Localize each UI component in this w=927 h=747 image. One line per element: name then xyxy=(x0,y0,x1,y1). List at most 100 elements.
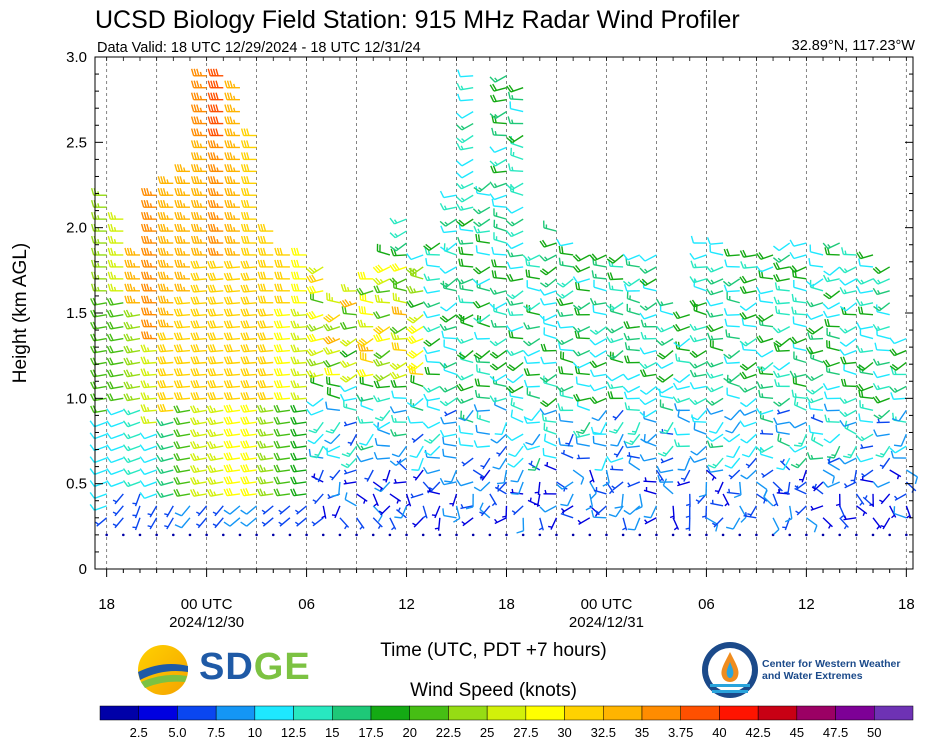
barb-feather xyxy=(673,341,681,348)
barb-half-feather xyxy=(527,305,532,310)
wind-barb xyxy=(525,433,541,446)
calm-dot xyxy=(371,533,375,537)
barb-feather xyxy=(322,324,329,332)
barb-half-feather xyxy=(313,325,317,330)
wind-barb xyxy=(756,407,774,416)
wind-barb xyxy=(745,457,757,469)
barb-feather xyxy=(223,417,228,425)
barb-staff xyxy=(763,496,774,507)
barb-feather xyxy=(889,386,896,393)
wind-barb xyxy=(872,287,890,296)
barb-feather xyxy=(224,92,228,100)
barb-staff xyxy=(327,454,341,459)
barb-half-feather xyxy=(166,239,169,244)
wind-barb xyxy=(157,307,174,316)
barb-feather xyxy=(143,392,147,400)
barb-half-feather xyxy=(893,387,898,392)
barb-staff xyxy=(576,443,590,447)
wind-barb xyxy=(474,389,490,400)
barb-feather xyxy=(457,69,461,77)
barb-feather xyxy=(276,283,281,292)
barb-feather xyxy=(245,320,250,328)
wind-barb xyxy=(164,517,174,530)
barb-feather xyxy=(157,188,161,196)
barb-feather xyxy=(643,434,646,442)
barb-feather xyxy=(705,265,712,273)
barb-feather xyxy=(624,441,633,446)
barb-feather xyxy=(260,271,264,280)
barb-feather xyxy=(774,379,778,387)
barb-staff xyxy=(543,409,557,416)
barb-feather xyxy=(210,152,214,160)
barb-feather xyxy=(477,234,481,242)
wind-barb xyxy=(622,253,641,261)
barb-half-feather xyxy=(296,311,300,316)
wind-barb xyxy=(294,505,308,515)
barb-feather xyxy=(489,84,495,92)
barb-half-feather xyxy=(360,445,364,450)
barb-half-feather xyxy=(669,515,675,519)
barb-feather xyxy=(322,360,329,368)
barb-feather xyxy=(375,277,382,284)
barb-feather xyxy=(207,80,211,88)
barb-half-feather xyxy=(346,287,350,292)
wind-barb xyxy=(656,465,674,474)
barb-half-feather xyxy=(460,205,464,210)
wind-barb xyxy=(173,296,191,305)
barb-staff xyxy=(646,433,657,444)
wind-barb xyxy=(756,361,774,372)
wind-barb xyxy=(705,469,717,481)
wind-barb xyxy=(224,152,240,161)
barb-feather xyxy=(212,223,217,232)
barb-feather xyxy=(406,286,412,294)
wind-barb xyxy=(224,247,240,256)
wind-barb xyxy=(190,453,207,462)
barb-feather xyxy=(240,464,245,473)
barb-staff xyxy=(650,505,658,518)
wind-barb xyxy=(627,517,641,531)
barb-feather xyxy=(179,283,183,292)
barb-feather xyxy=(290,308,295,317)
barb-feather xyxy=(276,271,281,280)
wind-barb xyxy=(190,380,207,389)
barb-feather xyxy=(756,381,761,389)
barb-feather xyxy=(715,524,719,532)
wind-barb xyxy=(558,413,574,423)
barb-feather xyxy=(357,319,361,328)
barb-half-feather xyxy=(213,491,217,496)
wind-barb xyxy=(425,257,440,268)
barb-staff xyxy=(826,385,840,391)
barb-feather xyxy=(278,344,283,352)
calm-dot xyxy=(271,533,275,537)
barb-feather xyxy=(179,211,183,220)
wind-barb xyxy=(406,349,424,359)
barb-staff xyxy=(94,433,107,440)
barb-feather xyxy=(245,356,250,364)
barb-staff xyxy=(760,300,774,304)
barb-feather xyxy=(423,393,428,401)
barb-feather xyxy=(210,140,214,148)
barb-staff xyxy=(643,457,657,462)
barb-feather xyxy=(872,358,878,366)
barb-feather xyxy=(207,380,211,388)
barb-feather xyxy=(591,417,599,422)
barb-feather xyxy=(808,346,814,354)
wind-barb xyxy=(190,417,207,426)
wind-barb xyxy=(223,476,241,485)
barb-half-feather xyxy=(728,474,733,478)
barb-staff xyxy=(732,517,741,530)
barb-feather xyxy=(176,235,181,244)
barb-feather xyxy=(156,490,162,498)
wind-barb xyxy=(872,278,890,285)
barb-feather xyxy=(356,288,362,296)
barb-staff xyxy=(730,457,741,469)
wind-barb xyxy=(556,481,568,492)
barb-feather xyxy=(140,404,145,412)
barb-feather xyxy=(706,436,713,442)
barb-half-feather xyxy=(160,480,164,485)
wind-barb xyxy=(540,343,557,352)
wind-barb xyxy=(872,358,890,366)
wind-barb xyxy=(872,382,890,391)
barb-feather xyxy=(122,420,129,428)
barb-feather xyxy=(858,251,864,259)
